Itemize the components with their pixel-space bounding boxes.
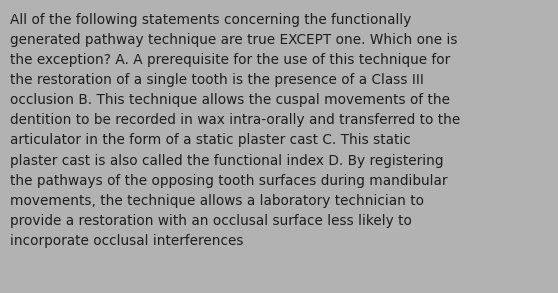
Text: All of the following statements concerning the functionally
generated pathway te: All of the following statements concerni… xyxy=(10,13,460,248)
